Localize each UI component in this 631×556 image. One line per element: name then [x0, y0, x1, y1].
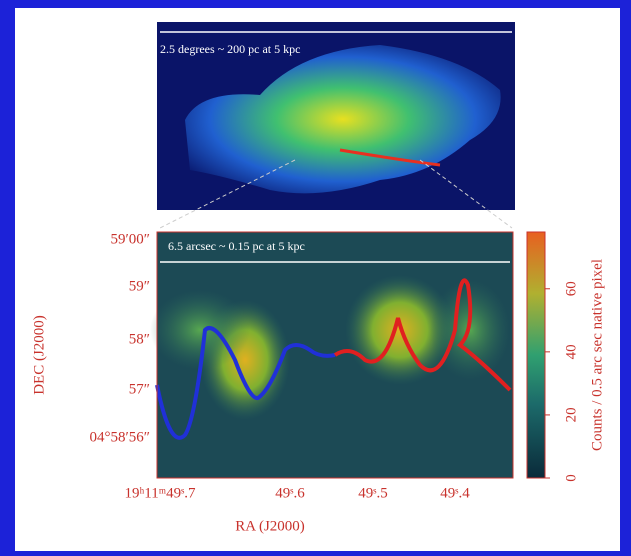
- x-axis-label: RA (J2000): [235, 518, 305, 534]
- zoom-annotation: 6.5 arcsec ~ 0.15 pc at 5 kpc: [168, 239, 305, 253]
- counterjet-path: [333, 278, 512, 392]
- colorbar-tick-label: 20: [563, 407, 579, 422]
- nebula: [185, 45, 501, 194]
- zoom-guide: [419, 159, 513, 229]
- x-tick-label: 49ˢ.6: [275, 485, 305, 501]
- y-tick-label: 59′00″: [110, 231, 150, 247]
- x-tick-label: 19ʰ11ᵐ49ˢ.7: [124, 485, 196, 501]
- plot-frame: [156, 231, 514, 479]
- nebula-feature: [339, 148, 441, 167]
- y-tick-label: 59″: [129, 278, 150, 294]
- x-tick-label: 49ˢ.4: [440, 485, 470, 501]
- colorbar-tick-label: 60: [563, 281, 579, 296]
- colorbar: [526, 231, 546, 479]
- colorbar-tick-label: 40: [563, 344, 579, 359]
- x-tick-label: 49ˢ.5: [358, 485, 387, 501]
- y-axis-label: DEC (J2000): [31, 315, 47, 395]
- jet-path: [155, 326, 336, 440]
- y-tick-label: 58″: [129, 331, 150, 347]
- y-tick-label: 04°58′56″: [89, 429, 150, 445]
- y-tick-label: 57″: [129, 381, 150, 397]
- colorbar-label: Counts / 0.5 arc sec native pixel: [589, 259, 605, 451]
- top-annotation: 2.5 degrees ~ 200 pc at 5 kpc: [160, 42, 300, 56]
- emission-blob: [150, 290, 250, 370]
- colorbar-tick-label: 0: [563, 474, 579, 482]
